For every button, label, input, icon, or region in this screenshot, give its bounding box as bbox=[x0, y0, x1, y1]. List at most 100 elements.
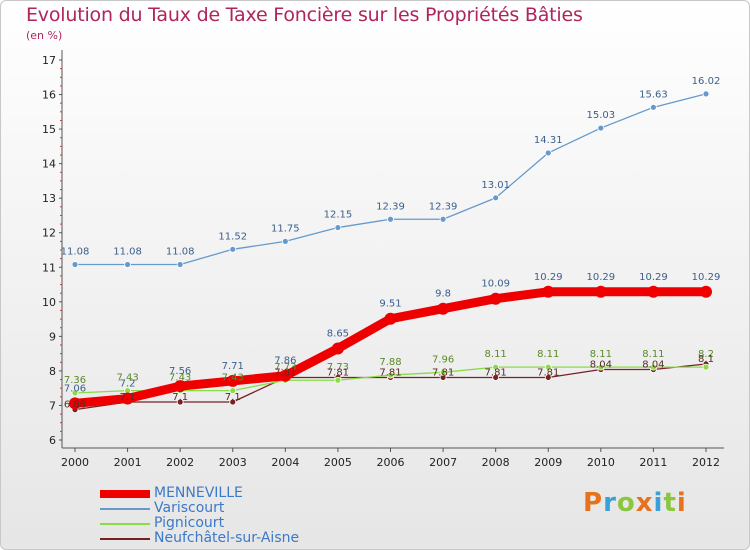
data-label: 7.43 bbox=[116, 373, 138, 384]
x-tick-label: 2002 bbox=[166, 456, 194, 469]
data-point bbox=[597, 124, 605, 132]
data-label: 9.8 bbox=[435, 289, 451, 300]
data-label: 12.39 bbox=[376, 201, 405, 212]
data-point bbox=[492, 363, 500, 371]
y-tick-label: 10 bbox=[42, 296, 56, 309]
logo-letter: i bbox=[676, 488, 687, 518]
data-point bbox=[542, 285, 555, 298]
data-point bbox=[492, 194, 500, 202]
data-label: 9.51 bbox=[379, 299, 401, 310]
data-point bbox=[281, 237, 289, 245]
data-point bbox=[176, 261, 184, 268]
y-tick-label: 13 bbox=[42, 192, 56, 205]
data-label: 8.11 bbox=[537, 349, 559, 360]
logo-letter: o bbox=[616, 488, 636, 518]
x-tick-label: 2006 bbox=[377, 456, 405, 469]
data-label: 8.11 bbox=[590, 349, 612, 360]
data-point bbox=[229, 398, 237, 406]
data-point bbox=[594, 285, 607, 298]
data-point bbox=[69, 397, 81, 410]
data-point bbox=[334, 224, 342, 231]
data-point bbox=[71, 389, 79, 397]
y-tick-label: 12 bbox=[42, 227, 56, 240]
logo-letter: x bbox=[635, 488, 654, 518]
y-tick-label: 8 bbox=[49, 365, 56, 378]
x-tick-label: 2012 bbox=[692, 456, 720, 469]
data-point bbox=[229, 245, 237, 253]
y-tick-label: 6 bbox=[49, 434, 56, 447]
legend-label-neufchatel: Neufchâtel-sur-Aisne bbox=[154, 530, 300, 546]
data-label: 7.86 bbox=[274, 356, 296, 367]
legend-swatch-pignicourt bbox=[100, 523, 150, 525]
x-tick-label: 2001 bbox=[114, 456, 142, 469]
data-label: 7.1 bbox=[172, 392, 188, 403]
data-point bbox=[387, 215, 394, 223]
y-tick-label: 17 bbox=[42, 54, 56, 67]
chart-title: Evolution du Taux de Taxe Foncière sur l… bbox=[26, 4, 583, 26]
data-point bbox=[650, 103, 657, 111]
data-point bbox=[176, 398, 184, 406]
data-label: 15.63 bbox=[639, 89, 668, 100]
data-point bbox=[544, 374, 552, 381]
legend-swatch-neufchatel bbox=[100, 538, 150, 540]
x-tick-label: 2003 bbox=[219, 456, 247, 469]
data-label: 7.88 bbox=[379, 357, 401, 368]
data-label: 8.11 bbox=[642, 349, 664, 360]
data-label: 11.08 bbox=[113, 247, 142, 258]
x-tick-label: 2004 bbox=[271, 456, 299, 469]
data-point bbox=[702, 90, 710, 98]
data-label: 7.43 bbox=[222, 373, 244, 384]
legend-item-menneville[interactable]: MENNEVILLE bbox=[100, 486, 380, 501]
data-point bbox=[544, 363, 552, 371]
legend-item-pignicourt[interactable]: Pignicourt bbox=[100, 516, 380, 531]
legend-item-neufchatel[interactable]: Neufchâtel-sur-Aisne bbox=[100, 531, 380, 546]
data-label: 7.73 bbox=[274, 362, 296, 373]
data-point bbox=[647, 285, 660, 298]
data-point bbox=[437, 302, 450, 315]
x-tick-label: 2008 bbox=[482, 456, 510, 469]
data-label: 12.15 bbox=[324, 210, 353, 221]
data-label: 7.1 bbox=[225, 392, 241, 403]
legend-swatch-variscourt bbox=[100, 508, 150, 510]
x-tick-label: 2011 bbox=[639, 456, 667, 469]
legend-item-variscourt[interactable]: Variscourt bbox=[100, 501, 380, 516]
data-point bbox=[331, 342, 344, 355]
x-tick-label: 2009 bbox=[534, 456, 562, 469]
data-label: 7.06 bbox=[64, 383, 86, 394]
data-point bbox=[439, 215, 447, 223]
data-label: 8.65 bbox=[327, 328, 349, 339]
data-point bbox=[334, 376, 342, 384]
data-point bbox=[384, 312, 397, 325]
data-point bbox=[439, 368, 447, 376]
legend-label-variscourt: Variscourt bbox=[154, 500, 225, 516]
data-label: 8.2 bbox=[698, 349, 714, 360]
x-tick-label: 2010 bbox=[587, 456, 615, 469]
data-label: 7.73 bbox=[327, 362, 349, 373]
data-label: 11.08 bbox=[166, 247, 195, 258]
data-label: 7.1 bbox=[120, 392, 136, 403]
data-label: 15.03 bbox=[587, 110, 616, 121]
legend: MENNEVILLE Variscourt Pignicourt Neufchâ… bbox=[100, 486, 380, 546]
data-label: 7.81 bbox=[485, 367, 507, 378]
data-point bbox=[174, 380, 187, 393]
logo-letter: i bbox=[653, 488, 664, 518]
data-label: 16.02 bbox=[692, 76, 721, 87]
x-tick-label: 2000 bbox=[61, 456, 89, 469]
x-tick-label: 2005 bbox=[324, 456, 352, 469]
data-label: 8.1 bbox=[698, 354, 714, 365]
data-label: 7.43 bbox=[169, 373, 191, 384]
y-tick-label: 11 bbox=[42, 261, 56, 274]
data-label: 7.56 bbox=[169, 366, 191, 377]
data-point bbox=[597, 363, 605, 371]
legend-swatch-menneville bbox=[100, 490, 150, 498]
y-tick-label: 9 bbox=[49, 330, 56, 343]
data-point bbox=[121, 392, 134, 405]
data-point bbox=[229, 387, 237, 395]
data-label: 14.31 bbox=[534, 135, 563, 146]
data-point bbox=[700, 285, 712, 298]
data-label: 7.71 bbox=[222, 361, 244, 372]
data-label: 7.96 bbox=[432, 354, 454, 365]
data-point bbox=[544, 149, 552, 157]
